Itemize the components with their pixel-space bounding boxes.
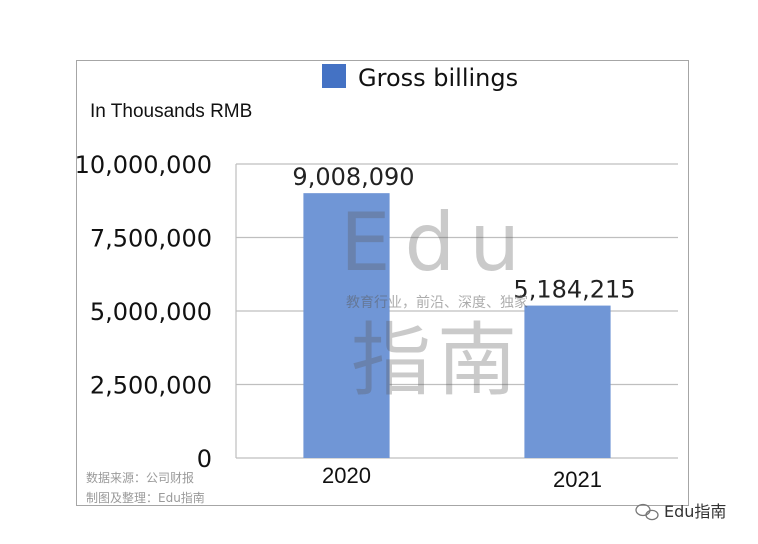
y-tick-label: 5,000,000 [90,298,212,326]
bar-2021 [524,305,611,458]
legend-swatch [322,64,346,88]
brand: Edu指南 [635,502,726,521]
watermark-tagline: 教育行业，前沿、深度、独家 [346,294,528,311]
bar-2020 [303,193,390,458]
x-tick-labels: 2020 2021 [322,463,602,492]
brand-label: Edu指南 [664,502,726,521]
legend: Gross billings [322,64,518,92]
bars [303,193,611,458]
x-tick-label: 2020 [322,463,371,488]
y-axis-label: In Thousands RMB [90,101,252,122]
data-label-2021: 5,184,215 [513,276,635,304]
legend-label: Gross billings [358,64,518,92]
x-tick-label: 2021 [553,467,602,492]
watermark-edu: Edu [340,196,534,289]
watermark-zhinan: 指南 [351,314,523,407]
y-tick-label: 2,500,000 [90,372,212,400]
data-labels: 9,008,090 5,184,215 [292,163,635,303]
source-line-2: 制图及整理：Edu指南 [86,490,205,505]
data-label-2020: 9,008,090 [292,163,414,191]
wechat-icon [635,503,659,521]
watermark: Edu 教育行业，前沿、深度、独家 指南 [340,196,534,407]
y-tick-labels: 0 2,500,000 5,000,000 7,500,000 10,000,000 [75,151,212,473]
y-tick-label: 10,000,000 [75,151,212,179]
y-tick-label: 7,500,000 [90,225,212,253]
y-tick-label: 0 [197,445,212,473]
source-line-1: 数据来源：公司财报 [86,470,194,485]
